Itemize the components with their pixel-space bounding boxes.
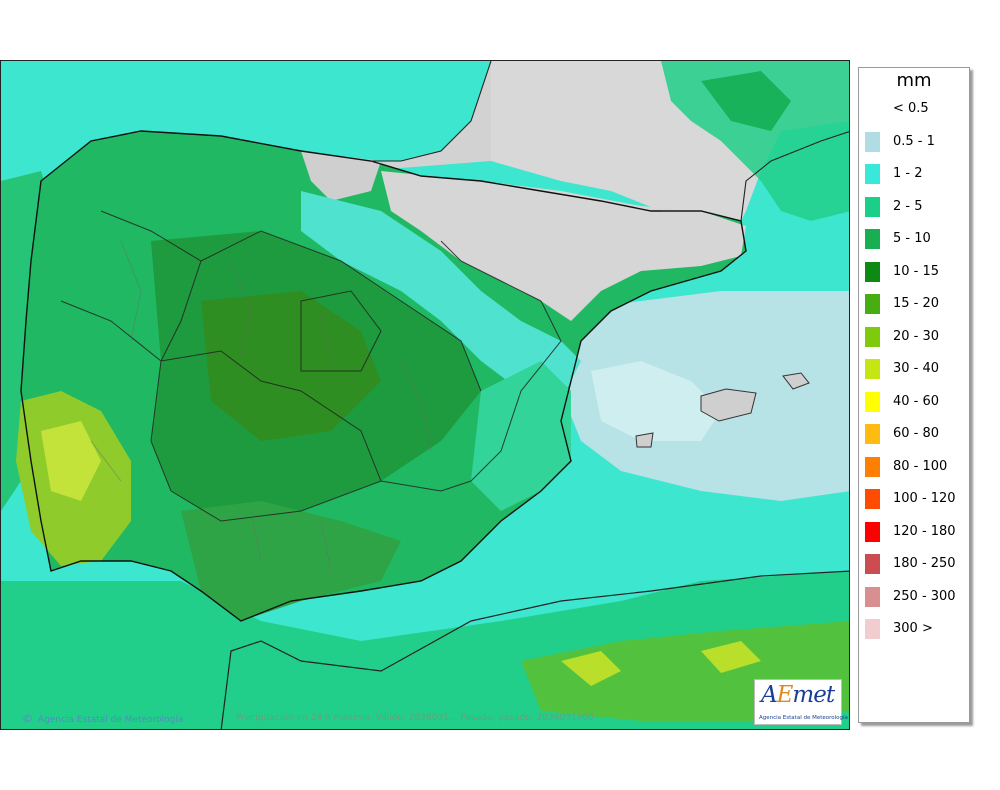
africa-rain-core-2 bbox=[701, 641, 761, 673]
legend-swatch bbox=[865, 554, 880, 574]
legend-label: 120 - 180 bbox=[893, 523, 956, 539]
france-coastline bbox=[371, 61, 849, 222]
legend-label: < 0.5 bbox=[893, 101, 929, 116]
logo-letter-e: E bbox=[776, 682, 794, 708]
legend-item: 100 - 120 bbox=[863, 488, 967, 510]
legend-title: mm bbox=[896, 70, 932, 91]
legend-swatch bbox=[865, 489, 880, 509]
map-caption: Precipitación en 24 h máxima. Válido: 20… bbox=[236, 713, 594, 723]
iberia-coastline bbox=[20, 130, 747, 622]
legend-swatch bbox=[865, 456, 880, 477]
logo-subtitle: Agencia Estatal de Meteorología bbox=[759, 715, 848, 721]
portugal-rain-core bbox=[41, 421, 101, 501]
legend-label: 100 - 120 bbox=[893, 491, 956, 506]
legend-item: < 0.5 bbox=[863, 98, 967, 120]
legend-panel: mm < 0.5 0.5 - 1 1 - 2 2 - 5 5 - 10 10 - 15 15… bbox=[858, 67, 970, 723]
aemet-logo: AEmet Agencia Estatal de Meteorología bbox=[754, 679, 848, 725]
precipitation-map bbox=[0, 60, 850, 730]
legend-swatch bbox=[865, 131, 880, 152]
legend-item: 300 > bbox=[863, 618, 967, 640]
map-canvas bbox=[1, 61, 849, 729]
levante-rain-area bbox=[471, 361, 571, 511]
legend-label: 60 - 80 bbox=[893, 426, 940, 441]
legend-swatch bbox=[865, 196, 880, 217]
north-rain-area bbox=[661, 61, 849, 221]
legend-swatch bbox=[865, 99, 880, 119]
legend-item: 10 - 15 bbox=[863, 261, 967, 283]
legend-swatch bbox=[865, 164, 880, 184]
legend-swatch bbox=[865, 326, 880, 347]
legend-swatch bbox=[865, 586, 880, 607]
legend-swatch bbox=[865, 521, 880, 542]
legend-swatch bbox=[865, 294, 880, 314]
legend-label: 250 - 300 bbox=[893, 588, 956, 604]
region-borders bbox=[60, 210, 562, 522]
logo-letter-a: A bbox=[761, 682, 778, 708]
legend-label: 5 - 10 bbox=[893, 231, 931, 246]
legend-swatch bbox=[865, 359, 880, 379]
legend-item: 1 - 2 bbox=[863, 163, 967, 185]
france-west-land bbox=[361, 61, 491, 171]
legend-item: 20 - 30 bbox=[863, 326, 967, 348]
legend-item: 0.5 - 1 bbox=[863, 131, 967, 153]
legend-item: 120 - 180 bbox=[863, 521, 967, 543]
legend-swatch bbox=[865, 261, 880, 282]
mallorca-island bbox=[700, 388, 757, 422]
legend-label: 10 - 15 bbox=[893, 263, 940, 279]
central-rain-core bbox=[201, 291, 381, 441]
legend-swatch bbox=[865, 391, 880, 412]
africa-rain-core-1 bbox=[561, 651, 621, 686]
legend-label: 180 - 250 bbox=[893, 556, 956, 571]
legend-label: 1 - 2 bbox=[893, 166, 923, 181]
menorca-island bbox=[782, 372, 810, 390]
legend-item: 30 - 40 bbox=[863, 358, 967, 380]
legend-label: 20 - 30 bbox=[893, 328, 940, 344]
legend-swatch bbox=[865, 229, 880, 249]
legend-item: 250 - 300 bbox=[863, 586, 967, 608]
legend-swatch bbox=[865, 424, 880, 444]
copyright-symbol: © bbox=[22, 712, 33, 725]
cyan-band-area bbox=[301, 191, 581, 401]
legend-label: 0.5 - 1 bbox=[893, 133, 935, 149]
legend-item: 2 - 5 bbox=[863, 196, 967, 218]
legend-label: 80 - 100 bbox=[893, 458, 948, 474]
province-borders bbox=[90, 240, 432, 572]
logo-wordmark: AEmet bbox=[761, 682, 835, 708]
north-rain-core bbox=[701, 71, 791, 131]
copyright-notice: © Agencia Estatal de Meteorología bbox=[22, 712, 183, 725]
legend-label: 300 > bbox=[893, 621, 933, 636]
balearic-light-area bbox=[591, 361, 721, 441]
copyright-text: Agencia Estatal de Meteorología bbox=[37, 715, 184, 725]
legend-label: 15 - 20 bbox=[893, 296, 940, 311]
legend-item: 180 - 250 bbox=[863, 553, 967, 575]
pyrenees-dry-area bbox=[381, 171, 746, 321]
legend-label: 2 - 5 bbox=[893, 198, 923, 214]
legend-item: 5 - 10 bbox=[863, 228, 967, 250]
legend-swatch bbox=[865, 619, 880, 639]
logo-letters-met: met bbox=[792, 682, 835, 708]
legend-item: 40 - 60 bbox=[863, 391, 967, 413]
andalusia-rain-area bbox=[181, 501, 401, 621]
legend-item: 15 - 20 bbox=[863, 293, 967, 315]
legend-label: 40 - 60 bbox=[893, 393, 940, 409]
basque-dry-area bbox=[301, 151, 381, 201]
africa-coastline bbox=[220, 570, 849, 729]
ibiza-island bbox=[635, 432, 654, 448]
legend-item: 60 - 80 bbox=[863, 423, 967, 445]
legend-label: 30 - 40 bbox=[893, 361, 940, 376]
legend-item: 80 - 100 bbox=[863, 456, 967, 478]
